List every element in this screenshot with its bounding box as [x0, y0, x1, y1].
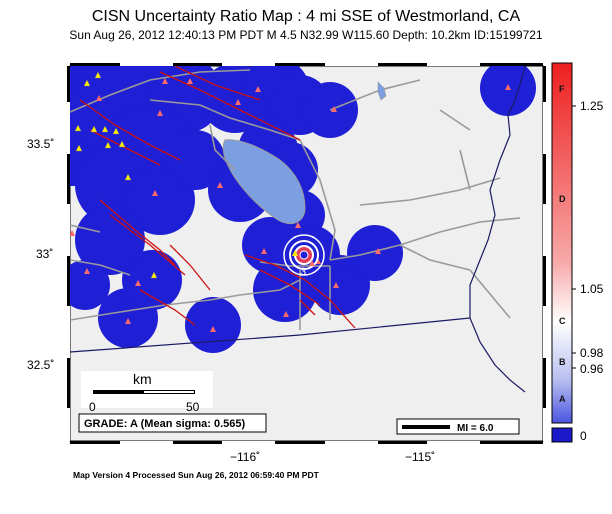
colorbar-value-0-96: 0.96: [580, 362, 604, 376]
colorbar-grade-d: D: [559, 194, 566, 204]
faults: [79, 66, 356, 329]
epicenter-marker: [283, 234, 325, 276]
mi-legend-box: [396, 418, 520, 435]
salton-sea: [222, 139, 306, 224]
colorbar-value-0: 0: [580, 429, 587, 443]
boundary-lines: [70, 66, 526, 393]
processing-footer: Map Version 4 Processed Sun Aug 26, 2012…: [73, 470, 319, 480]
lat-label-33: 33˚: [36, 247, 53, 261]
frame-ticks: [67, 63, 546, 444]
epicenter-label: 3: [300, 266, 306, 278]
colorbar-value-1-25: 1.25: [580, 99, 604, 113]
mi-line: [402, 425, 450, 429]
lon-label-116: −116˚: [230, 450, 260, 464]
colorbar-grade-a: A: [559, 394, 566, 404]
lat-label-32-5: 32.5˚: [27, 358, 54, 372]
map-content: [70, 66, 536, 393]
roads: [70, 69, 521, 330]
event-details: Sun Aug 26, 2012 12:40:13 PM PDT M 4.5 N…: [69, 28, 543, 42]
colorbar-grade-b: B: [559, 357, 566, 367]
grade-box: [78, 413, 267, 433]
colorbar: F D C B A 1.25 1.05 0.98 0.96 0: [551, 62, 604, 443]
scale-bar-end: 50: [186, 400, 200, 414]
colorbar-grade-f: F: [559, 84, 565, 94]
map-title: CISN Uncertainty Ratio Map : 4 mi SSE of…: [91, 8, 521, 25]
colorbar-value-0-98: 0.98: [580, 346, 604, 360]
colorbar-grade-c: C: [559, 316, 566, 326]
scale-bar-start: 0: [89, 400, 96, 414]
scale-bar: km 0 50: [81, 371, 213, 414]
grade-text: GRADE: A (Mean sigma: 0.565): [84, 418, 246, 430]
scale-bar-unit: km: [133, 371, 152, 387]
lon-label-115: −115˚: [405, 450, 435, 464]
lat-label-33-5: 33.5˚: [27, 137, 54, 151]
yellow-stations: [74, 71, 158, 279]
colorbar-value-1-05: 1.05: [580, 282, 604, 296]
small-lake: [377, 81, 387, 101]
mi-text: MI = 6.0: [457, 423, 494, 434]
